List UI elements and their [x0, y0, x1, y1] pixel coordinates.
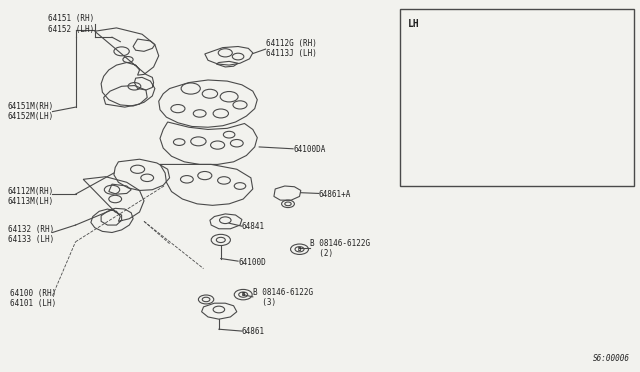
Text: 64151M(RH)
64152M(LH): 64151M(RH) 64152M(LH)	[8, 102, 54, 121]
Text: B: B	[298, 247, 301, 252]
Text: S6:00006: S6:00006	[593, 354, 630, 363]
Text: 64132 (RH)
64133 (LH): 64132 (RH) 64133 (LH)	[8, 225, 54, 244]
Text: 64112M(RH)
64113M(LH): 64112M(RH) 64113M(LH)	[8, 187, 54, 206]
Text: 64861: 64861	[242, 327, 265, 336]
Text: 64100D: 64100D	[238, 258, 266, 267]
Text: 64841: 64841	[242, 222, 265, 231]
Text: 64100DA: 64100DA	[293, 145, 326, 154]
Bar	[400, 9, 634, 186]
Text: 64100 (RH)
64101 (LH): 64100 (RH) 64101 (LH)	[10, 289, 56, 308]
Text: 64861+A: 64861+A	[319, 190, 351, 199]
Text: B 08146-6122G
  (2): B 08146-6122G (2)	[310, 239, 371, 258]
Text: 64100DB: 64100DB	[404, 104, 437, 113]
Text: 64151 (RH)
64152 (LH): 64151 (RH) 64152 (LH)	[48, 14, 94, 33]
Text: LH: LH	[408, 19, 419, 29]
Text: 64112G (RH)
64113J (LH): 64112G (RH) 64113J (LH)	[266, 39, 316, 58]
Text: B 08146-6122G
  (3): B 08146-6122G (3)	[253, 288, 313, 307]
Text: B: B	[241, 292, 245, 297]
